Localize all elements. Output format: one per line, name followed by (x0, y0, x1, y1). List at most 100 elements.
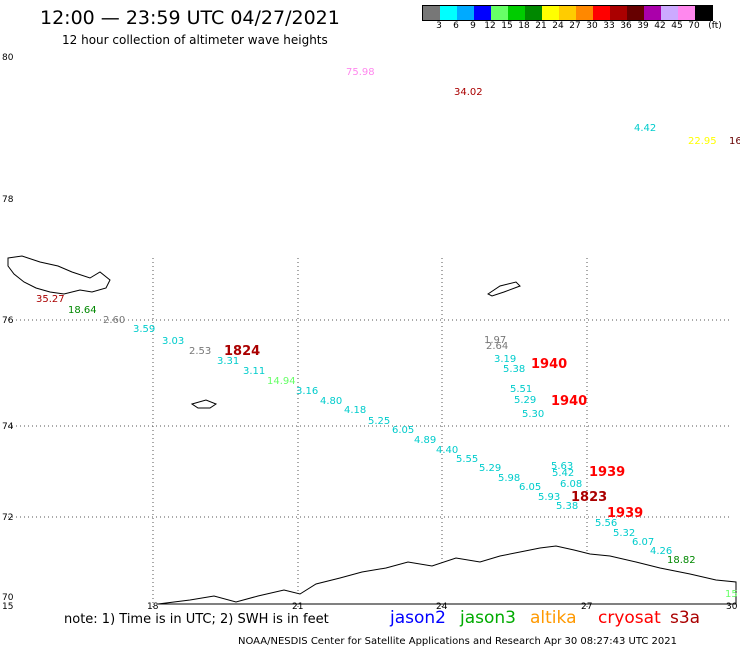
colorbar-swatch (508, 6, 525, 20)
axis-labels: 15 18 21 24 27 30 80 78 76 74 72 70 (2, 53, 738, 612)
lat-tick-label: 70 (2, 593, 14, 603)
lat-tick-label: 72 (2, 513, 13, 523)
swh-value-label: 18.82 (667, 555, 696, 566)
colorbar-tick-label: 39 (637, 21, 649, 31)
pass-time-label: 1939 (607, 506, 643, 521)
satellite-legend-s3a: s3a (670, 608, 701, 628)
swh-value-label: 5.29 (514, 395, 536, 406)
lat-tick-label: 74 (2, 422, 14, 432)
colorbar-tick-label: 33 (603, 21, 615, 31)
colorbar-swatch (423, 6, 440, 20)
map-subtitle: 12 hour collection of altimeter wave hei… (62, 33, 328, 47)
svalbard-coast (7, 255, 111, 295)
map-title: 12:00 — 23:59 UTC 04/27/2021 (40, 7, 340, 29)
legend-note: note: 1) Time is in UTC; 2) SWH is in fe… (64, 612, 329, 627)
colorbar-swatch (695, 6, 712, 20)
swh-value-label: 5.63 (551, 461, 573, 472)
swh-value-label: 6.05 (519, 482, 541, 493)
satellite-legend-cryosat: cryosat (598, 608, 661, 628)
colorbar-tick-label: (ft) (708, 21, 722, 31)
colorbar-ticks: 3 6 9 12 15 18 21 24 27 30 33 36 39 42 45 70 (ft) (422, 21, 740, 33)
colorbar-tick-label: 12 (484, 21, 496, 31)
colorbar-swatch (525, 6, 542, 20)
swh-value-label: 22.95 (688, 136, 717, 147)
swh-value-label: 4.26 (650, 546, 672, 557)
wave-height-colorbar (422, 5, 713, 21)
colorbar-tick-label: 18 (518, 21, 530, 31)
coastlines (7, 255, 737, 605)
swh-value-label: 5.25 (368, 416, 390, 427)
pass-time-label: 1940 (531, 357, 567, 372)
pass-time-label: 1939 (589, 465, 625, 480)
swh-value-label: 16 (729, 136, 740, 147)
satellite-legend-altika: altika (530, 608, 577, 628)
swh-value-label: 3.11 (243, 366, 265, 377)
colorbar-tick-label: 27 (569, 21, 581, 31)
colorbar-tick-label: 21 (535, 21, 547, 31)
swh-value-label: 5.32 (613, 528, 635, 539)
footer-credit: NOAA/NESDIS Center for Satellite Applica… (238, 636, 677, 647)
swh-value-label: 5.93 (538, 492, 560, 503)
lon-tick-label: 24 (436, 602, 448, 612)
swh-value-label: 5.42 (552, 468, 574, 479)
pass-time-label: 1824 (224, 344, 260, 359)
swh-value-label: 3.59 (133, 324, 155, 335)
colorbar-swatch (678, 6, 695, 20)
swh-value-label: 14.94 (267, 376, 296, 387)
swh-value-label: 18.64 (68, 305, 97, 316)
lon-tick-label: 15 (2, 602, 13, 612)
swh-value-label: 3.31 (217, 356, 239, 367)
colorbar-swatch (474, 6, 491, 20)
swh-value-label: 2.64 (486, 341, 508, 352)
colorbar-tick-label: 15 (501, 21, 513, 31)
satellite-legend-jason3: jason3 (460, 608, 516, 628)
colorbar-swatch (593, 6, 610, 20)
colorbar-swatch (576, 6, 593, 20)
swh-value-label: 3.19 (494, 354, 516, 365)
swh-value-label: 5.55 (456, 454, 478, 465)
colorbar-swatch (542, 6, 559, 20)
swh-value-label: 4.80 (320, 396, 342, 407)
colorbar-swatch (644, 6, 661, 20)
swh-value-label: 4.42 (634, 123, 656, 134)
colorbar-tick-label: 9 (470, 21, 476, 31)
swh-value-label: 6.08 (560, 479, 582, 490)
lat-lon-grid (8, 258, 732, 607)
colorbar-tick-label: 3 (436, 21, 442, 31)
colorbar-swatch (627, 6, 644, 20)
swh-value-label: 34.02 (454, 87, 483, 98)
colorbar-tick-label: 36 (620, 21, 632, 31)
swh-value-label: 3.03 (162, 336, 184, 347)
swh-value-label: 5.30 (522, 409, 544, 420)
colorbar-swatch (559, 6, 576, 20)
swh-value-label: 5.98 (498, 473, 520, 484)
swh-value-label: 1.97 (484, 335, 506, 346)
norway-coast (157, 545, 737, 605)
swh-value-label: 4.18 (344, 405, 366, 416)
colorbar-swatch (661, 6, 678, 20)
satellite-legend-jason2: jason2 (390, 608, 446, 628)
swh-value-label: 4.40 (436, 445, 458, 456)
swh-value-label: 2.53 (189, 346, 211, 357)
swh-value-label: 6.05 (392, 425, 414, 436)
colorbar-swatch (491, 6, 508, 20)
colorbar-swatch (610, 6, 627, 20)
swh-value-label: 15 (725, 589, 738, 600)
swh-value-label: 35.27 (36, 294, 65, 305)
swh-value-label: 5.51 (510, 384, 532, 395)
swh-value-label: 5.38 (503, 364, 525, 375)
pass-time-label: 1823 (571, 490, 607, 505)
lat-tick-label: 76 (2, 316, 14, 326)
swh-value-label: 2.60 (103, 315, 125, 326)
swh-value-label: 5.38 (556, 501, 578, 512)
bear-island-coast (190, 399, 218, 409)
colorbar-tick-label: 30 (586, 21, 598, 31)
swh-value-label: 6.07 (632, 537, 654, 548)
pass-time-label: 1940 (551, 394, 587, 409)
swh-value-label: 75.98 (346, 67, 375, 78)
lon-tick-label: 27 (581, 602, 592, 612)
